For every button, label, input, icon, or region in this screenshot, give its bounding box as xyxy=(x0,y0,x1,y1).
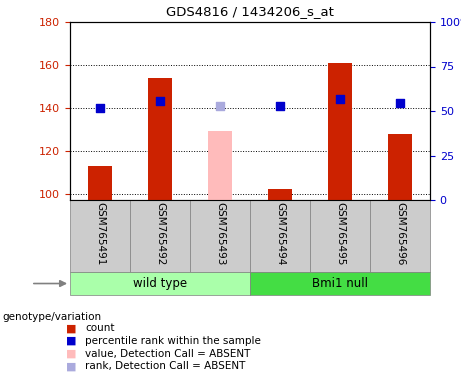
Text: genotype/variation: genotype/variation xyxy=(2,312,101,322)
Title: GDS4816 / 1434206_s_at: GDS4816 / 1434206_s_at xyxy=(166,5,334,18)
Bar xyxy=(370,200,430,272)
Bar xyxy=(250,272,430,295)
Bar xyxy=(70,200,130,272)
Bar xyxy=(88,166,112,200)
Text: GSM765496: GSM765496 xyxy=(395,202,405,265)
Point xyxy=(396,101,404,107)
Bar xyxy=(130,200,190,272)
Text: GSM765494: GSM765494 xyxy=(275,202,285,265)
Text: Bmi1 null: Bmi1 null xyxy=(312,277,368,290)
Bar xyxy=(70,272,250,295)
Bar xyxy=(250,200,310,272)
Text: ■: ■ xyxy=(66,336,77,346)
Point xyxy=(216,103,224,109)
Point xyxy=(156,98,164,104)
Text: GSM765492: GSM765492 xyxy=(155,202,165,265)
Point xyxy=(337,96,344,102)
Bar xyxy=(148,78,172,200)
Text: ■: ■ xyxy=(66,323,77,333)
Point xyxy=(276,103,284,109)
Text: rank, Detection Call = ABSENT: rank, Detection Call = ABSENT xyxy=(85,361,246,371)
Text: GSM765493: GSM765493 xyxy=(215,202,225,265)
Text: value, Detection Call = ABSENT: value, Detection Call = ABSENT xyxy=(85,349,251,359)
Text: GSM765491: GSM765491 xyxy=(95,202,105,265)
Bar xyxy=(310,200,370,272)
Bar xyxy=(268,189,292,200)
Text: ■: ■ xyxy=(66,361,77,371)
Text: ■: ■ xyxy=(66,349,77,359)
Bar xyxy=(388,134,412,200)
Bar xyxy=(328,63,352,200)
Point xyxy=(96,105,104,111)
Text: GSM765495: GSM765495 xyxy=(335,202,345,265)
Text: percentile rank within the sample: percentile rank within the sample xyxy=(85,336,261,346)
Bar xyxy=(190,200,250,272)
Text: wild type: wild type xyxy=(133,277,187,290)
Text: count: count xyxy=(85,323,115,333)
Bar xyxy=(208,131,232,200)
